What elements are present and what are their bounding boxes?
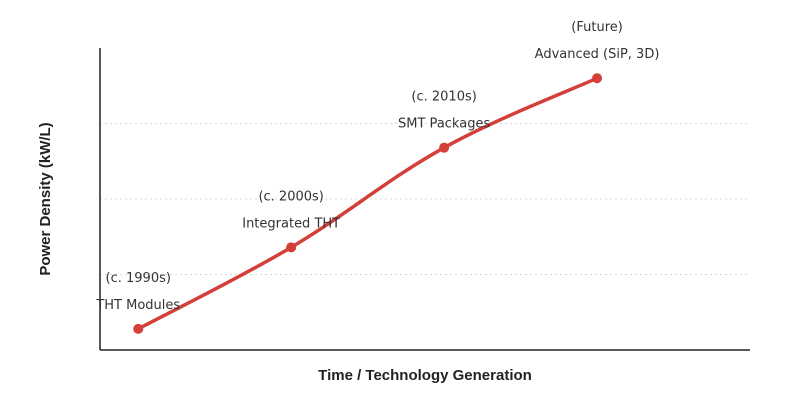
x-axis-title: Time / Technology Generation <box>318 367 532 384</box>
data-label-name: SMT Packages <box>398 117 490 132</box>
data-point <box>592 73 603 84</box>
data-label-name: Integrated THT <box>242 216 340 231</box>
series-line <box>136 76 599 331</box>
data-points <box>133 73 603 334</box>
data-label-name: THT Modules <box>95 298 180 313</box>
data-label-period: (c. 2000s) <box>258 189 323 204</box>
data-point <box>439 142 450 153</box>
data-label-period: (c. 2010s) <box>411 90 476 105</box>
grid-lines <box>100 123 750 275</box>
data-label-period: (c. 1990s) <box>106 271 171 286</box>
y-axis-title: Power Density (kW/L) <box>37 122 54 275</box>
data-label-period: (Future) <box>571 20 623 35</box>
data-labels: (c. 1990s) THT Modules (c. 2000s) Integrate… <box>95 20 659 313</box>
data-point <box>133 323 144 334</box>
data-label-name: Advanced (SiP, 3D) <box>535 47 660 62</box>
data-point <box>286 242 297 253</box>
